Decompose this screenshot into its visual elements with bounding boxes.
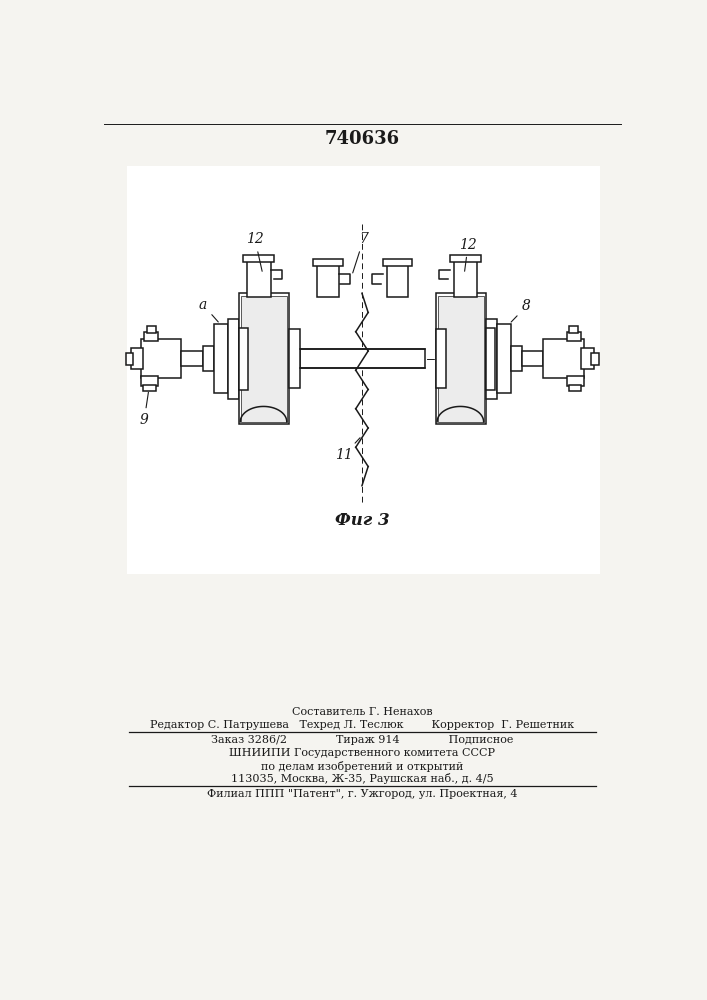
- Bar: [131, 348, 144, 369]
- Text: a: a: [199, 298, 218, 322]
- Bar: [436, 293, 486, 424]
- Bar: [289, 329, 300, 388]
- Bar: [317, 262, 339, 297]
- Bar: [247, 259, 271, 297]
- Bar: [243, 255, 274, 262]
- Bar: [497, 324, 510, 393]
- Bar: [543, 339, 583, 378]
- Bar: [313, 259, 343, 266]
- Bar: [454, 259, 477, 297]
- Bar: [144, 385, 156, 391]
- Bar: [436, 329, 446, 388]
- Bar: [228, 319, 239, 399]
- Bar: [522, 351, 543, 366]
- Bar: [581, 348, 594, 369]
- Bar: [566, 376, 583, 386]
- Bar: [182, 351, 203, 366]
- Bar: [127, 166, 600, 574]
- Bar: [300, 353, 425, 365]
- Text: Заказ 3286/2              Тираж 914              Подписное: Заказ 3286/2 Тираж 914 Подписное: [211, 735, 513, 745]
- Text: Редактор С. Патрушева   Техред Л. Теслюк        Корректор  Г. Решетник: Редактор С. Патрушева Техред Л. Теслюк К…: [150, 720, 574, 730]
- Text: 8: 8: [511, 299, 531, 322]
- Bar: [214, 324, 228, 393]
- Text: 12: 12: [246, 232, 264, 271]
- Bar: [566, 332, 580, 341]
- Bar: [239, 293, 289, 424]
- Bar: [510, 346, 522, 371]
- Bar: [126, 353, 134, 365]
- Bar: [486, 319, 497, 399]
- Bar: [241, 296, 287, 422]
- Bar: [591, 353, 599, 365]
- Text: 113035, Москва, Ж-35, Раушская наб., д. 4/5: 113035, Москва, Ж-35, Раушская наб., д. …: [230, 773, 493, 784]
- Bar: [239, 328, 248, 389]
- Text: 12: 12: [460, 238, 477, 271]
- Bar: [146, 326, 156, 333]
- Text: Фиг 3: Фиг 3: [334, 512, 390, 529]
- Text: 9: 9: [140, 392, 148, 427]
- Bar: [450, 255, 481, 262]
- Text: 740636: 740636: [325, 130, 399, 148]
- Text: Филиал ППП "Патент", г. Ужгород, ул. Проектная, 4: Филиал ППП "Патент", г. Ужгород, ул. Про…: [206, 789, 518, 799]
- Text: 7: 7: [353, 232, 368, 273]
- Text: по делам изобретений и открытий: по делам изобретений и открытий: [261, 761, 463, 772]
- Bar: [383, 259, 412, 266]
- Bar: [569, 385, 581, 391]
- Text: 11: 11: [335, 438, 360, 462]
- Bar: [203, 346, 214, 371]
- Bar: [144, 332, 158, 341]
- Bar: [387, 262, 409, 297]
- Bar: [300, 349, 425, 368]
- Bar: [141, 339, 182, 378]
- Bar: [438, 296, 484, 422]
- Bar: [141, 376, 158, 386]
- Text: ШНИИПИ Государственного комитета СССР: ШНИИПИ Государственного комитета СССР: [229, 748, 495, 758]
- Text: Составитель Г. Ненахов: Составитель Г. Ненахов: [292, 707, 432, 717]
- Bar: [486, 328, 495, 389]
- Bar: [569, 326, 578, 333]
